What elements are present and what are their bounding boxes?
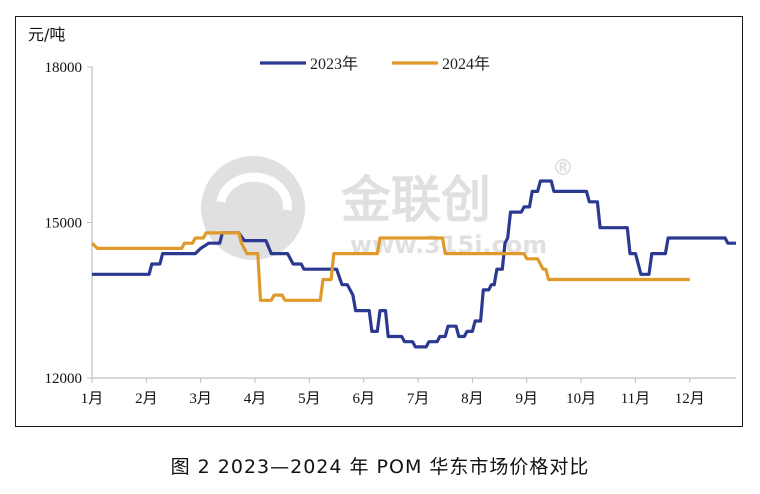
x-tick-label: 7月 bbox=[407, 391, 430, 407]
x-tick-label: 9月 bbox=[516, 391, 539, 407]
x-tick-label: 12月 bbox=[675, 391, 705, 407]
x-tick-label: 4月 bbox=[244, 391, 267, 407]
chart-frame: 金联创 ® www.315i.com 12000 15000 18000 1月 2月 3… bbox=[15, 16, 743, 427]
x-tick-label: 5月 bbox=[298, 391, 321, 407]
series-line-2 bbox=[90, 231, 690, 302]
x-tick-label: 1月 bbox=[81, 391, 104, 407]
x-tick-label: 10月 bbox=[566, 391, 596, 407]
y-tick-label: 12000 bbox=[45, 371, 83, 387]
series-layer bbox=[90, 179, 736, 349]
x-tick-label: 11月 bbox=[621, 391, 650, 407]
watermark-logo-swoosh-icon bbox=[216, 172, 292, 211]
legend: 2023年 2024年 bbox=[260, 55, 490, 73]
x-tick-label: 8月 bbox=[461, 391, 484, 407]
legend-label-2: 2024年 bbox=[442, 55, 490, 73]
series-line-1 bbox=[92, 179, 736, 349]
y-axis-ticks: 12000 15000 18000 bbox=[45, 60, 92, 387]
x-tick-label: 6月 bbox=[352, 391, 375, 407]
watermark-registered-mark: ® bbox=[552, 156, 574, 181]
x-tick-label: 2月 bbox=[135, 391, 158, 407]
y-tick-label: 15000 bbox=[45, 216, 83, 232]
x-tick-label: 3月 bbox=[189, 391, 212, 407]
x-axis-ticks: 1月 2月 3月 4月 5月 6月 7月 8月 9月 10月 11月 12月 bbox=[81, 378, 705, 407]
y-axis-unit-label: 元/吨 bbox=[28, 25, 65, 44]
price-line-chart: 金联创 ® www.315i.com 12000 15000 18000 1月 2月 3… bbox=[28, 25, 736, 407]
figure-caption: 图 2 2023—2024 年 POM 华东市场价格对比 bbox=[170, 456, 590, 478]
y-tick-label: 18000 bbox=[45, 60, 83, 76]
legend-label-1: 2023年 bbox=[310, 55, 358, 73]
watermark: 金联创 ® www.315i.com bbox=[201, 156, 574, 260]
watermark-brand: 金联创 bbox=[341, 171, 491, 229]
